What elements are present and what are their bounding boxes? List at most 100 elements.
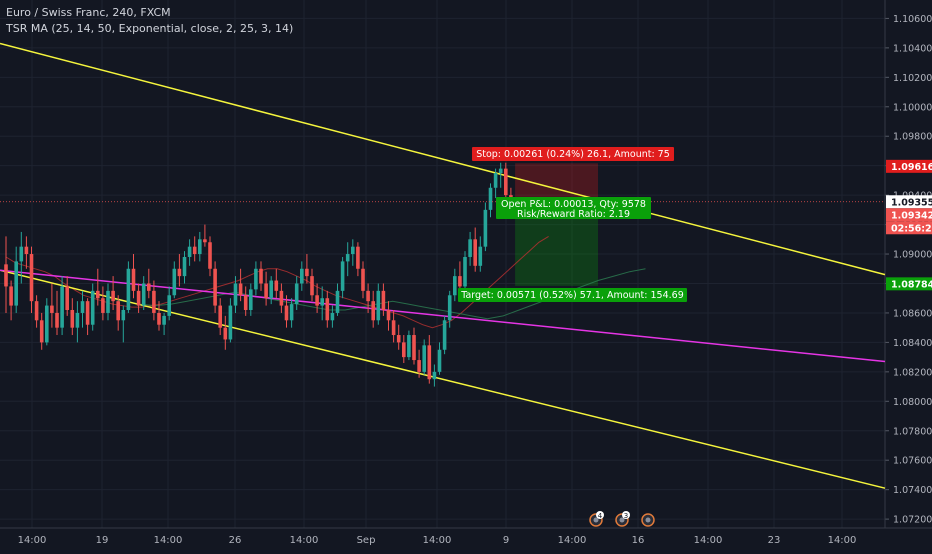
y-tick-label: 1.07200 bbox=[893, 515, 932, 526]
price-tag-timer-box bbox=[886, 221, 932, 235]
price-tag-current-box bbox=[886, 208, 932, 222]
candle-body bbox=[9, 286, 13, 306]
candle-body bbox=[101, 298, 105, 313]
candle-body bbox=[269, 280, 273, 299]
candle-body bbox=[85, 301, 90, 325]
y-tick-label: 1.10000 bbox=[893, 102, 932, 113]
candle-body bbox=[126, 268, 131, 310]
candle-body bbox=[55, 312, 59, 328]
price-tag-current: 1.09342 bbox=[886, 208, 932, 222]
symbol-title: Euro / Swiss Franc, 240, FXCM bbox=[6, 6, 171, 19]
price-tag-target-text: 1.08784 bbox=[891, 279, 932, 290]
price-tag-stop-text: 1.09616 bbox=[891, 162, 932, 173]
event-marker-badge bbox=[622, 511, 630, 519]
pnl-label: Open P&L: 0.00013, Qty: 9578Risk/Reward … bbox=[496, 197, 651, 220]
candle-body bbox=[131, 268, 136, 291]
candle-body bbox=[75, 312, 80, 328]
candle-body bbox=[391, 320, 396, 336]
y-tick-label: 1.08200 bbox=[893, 367, 932, 378]
candle-body bbox=[442, 320, 447, 350]
candle-body bbox=[386, 309, 391, 321]
event-marker-dot bbox=[619, 517, 625, 523]
candle-body bbox=[187, 246, 192, 257]
event-marker: 4 bbox=[589, 511, 604, 527]
candle-body bbox=[330, 312, 335, 321]
candle-body bbox=[488, 187, 493, 210]
event-marker-badge bbox=[596, 511, 604, 519]
stop-label-box bbox=[472, 147, 674, 161]
event-marker-count: 3 bbox=[624, 512, 628, 520]
candle-body bbox=[34, 301, 39, 321]
x-tick-label: 14:00 bbox=[694, 535, 723, 546]
event-marker-dot bbox=[645, 517, 651, 523]
candle-body bbox=[417, 360, 421, 372]
candle-body bbox=[483, 209, 488, 247]
candle-body bbox=[402, 342, 406, 358]
candle-body bbox=[468, 239, 472, 257]
candle-body bbox=[463, 256, 467, 287]
candle-body bbox=[157, 312, 161, 325]
y-tick-label: 1.10400 bbox=[893, 43, 932, 54]
x-tick-label: 14:00 bbox=[558, 535, 587, 546]
target-label: Target: 0.00571 (0.52%) 57.1, Amount: 15… bbox=[458, 288, 687, 302]
candle-body bbox=[162, 315, 166, 325]
candle-body bbox=[96, 290, 100, 299]
candle-body bbox=[407, 335, 411, 358]
stop-text-0: Stop: 0.00261 (0.24%) 26.1, Amount: 75 bbox=[476, 149, 670, 160]
ma-line-red bbox=[5, 235, 549, 329]
x-tick-label: 14:00 bbox=[828, 535, 857, 546]
candle-body bbox=[458, 276, 462, 287]
candle-body bbox=[356, 246, 360, 269]
candle-body bbox=[310, 276, 314, 296]
candle-body bbox=[325, 298, 330, 321]
x-tick-label: 14:00 bbox=[18, 535, 47, 546]
event-marker-dot bbox=[593, 517, 599, 523]
y-tick-label: 1.09800 bbox=[893, 132, 932, 143]
x-tick-label: 14:00 bbox=[154, 535, 183, 546]
pnl-label-box bbox=[496, 197, 651, 219]
candle-body bbox=[39, 320, 44, 343]
candle-body bbox=[478, 246, 483, 266]
y-tick-label: 1.10200 bbox=[893, 73, 932, 84]
x-tick-label: 14:00 bbox=[423, 535, 452, 546]
candle-body bbox=[60, 286, 64, 328]
price-tag-timer-text: 02:56:28 bbox=[891, 223, 932, 234]
price-tag-stop: 1.09616 bbox=[886, 159, 932, 173]
event-marker bbox=[641, 513, 655, 527]
candle-body bbox=[493, 173, 498, 188]
candle-body bbox=[233, 283, 238, 306]
pnl-text-1: Risk/Reward Ratio: 2.19 bbox=[517, 209, 630, 220]
candle-body bbox=[345, 254, 350, 262]
candle-body bbox=[371, 301, 375, 321]
candle-body bbox=[340, 261, 345, 291]
candle-body bbox=[447, 295, 452, 321]
candle-body bbox=[4, 264, 8, 287]
candle-body bbox=[422, 345, 426, 372]
candle-body bbox=[432, 371, 437, 380]
x-tick-label: 14:00 bbox=[290, 535, 319, 546]
candle-body bbox=[335, 290, 340, 313]
candle-body bbox=[203, 239, 207, 243]
candle-body bbox=[223, 327, 228, 340]
candle-body bbox=[264, 283, 268, 299]
candle-body bbox=[177, 268, 182, 277]
candle-body bbox=[361, 268, 365, 291]
pnl-text-0: Open P&L: 0.00013, Qty: 9578 bbox=[501, 199, 646, 210]
candle-body bbox=[121, 309, 126, 321]
candle-body bbox=[279, 290, 284, 306]
y-tick-label: 1.08400 bbox=[893, 338, 932, 349]
price-tag-current-text: 1.09342 bbox=[891, 210, 932, 221]
candle-body bbox=[24, 246, 29, 255]
price-tag-stop-box bbox=[886, 159, 932, 173]
candle-body bbox=[111, 290, 115, 302]
candle-body bbox=[198, 239, 202, 255]
stop-label: Stop: 0.00261 (0.24%) 26.1, Amount: 75 bbox=[472, 147, 674, 161]
candle-body bbox=[498, 168, 503, 174]
y-tick-label: 1.07400 bbox=[893, 485, 932, 496]
candle-body bbox=[427, 345, 432, 380]
y-tick-label: 1.10600 bbox=[893, 14, 932, 25]
x-tick-label: 19 bbox=[96, 535, 109, 546]
price-tag-last-box bbox=[886, 195, 932, 209]
